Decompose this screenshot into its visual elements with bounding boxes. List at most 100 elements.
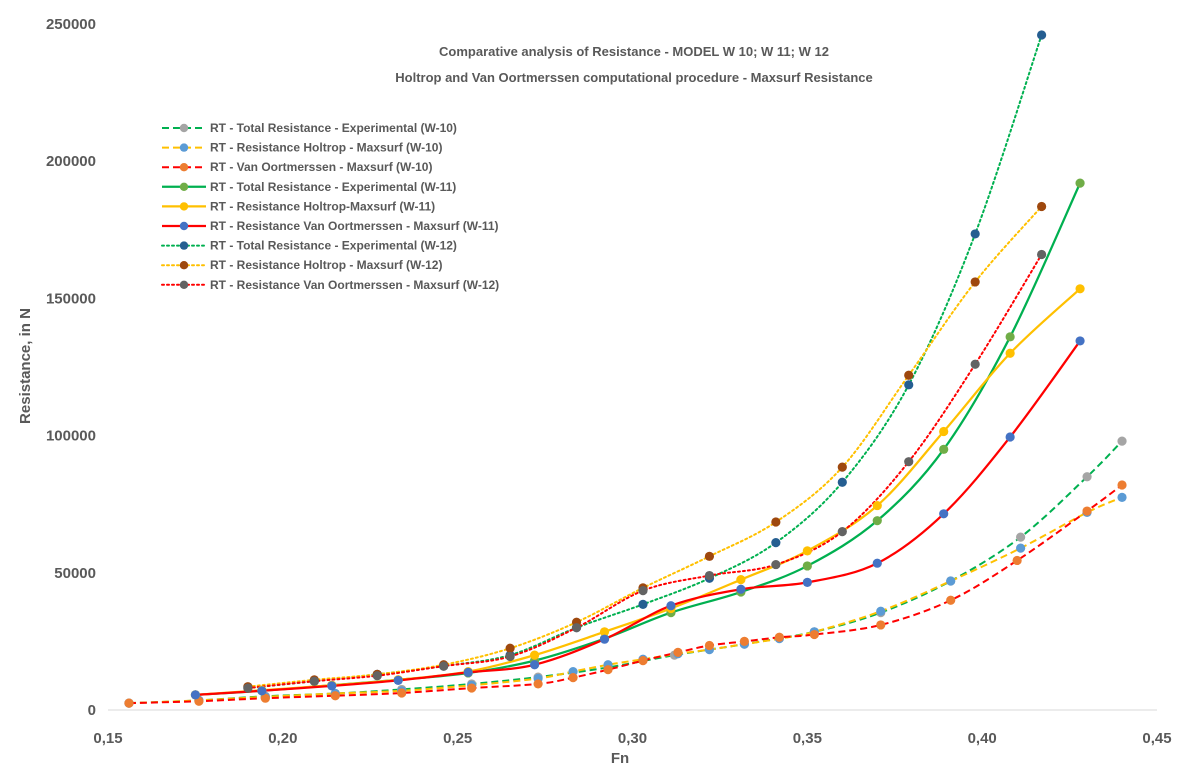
data-point [1037, 201, 1047, 212]
data-point [372, 671, 382, 681]
data-point [736, 575, 746, 585]
data-point [1012, 555, 1022, 566]
data-point [1005, 432, 1015, 442]
x-tick-label: 0,45 [1142, 730, 1171, 747]
data-point [505, 651, 515, 662]
legend-entry: RT - Resistance Holtrop-Maxsurf (W-11) [162, 199, 435, 213]
data-point [397, 688, 407, 698]
data-point [1117, 480, 1127, 490]
data-point [1082, 472, 1092, 482]
data-point [774, 632, 784, 642]
legend-marker [179, 221, 189, 231]
legend: RT - Total Resistance - Experimental (W-… [161, 121, 499, 292]
legend-label: RT - Total Resistance - Experimental (W-… [210, 180, 456, 194]
data-point [1075, 336, 1085, 346]
x-tick-label: 0,35 [793, 730, 822, 747]
x-tick-label: 0,15 [93, 730, 122, 747]
data-point [599, 634, 610, 644]
data-point [1117, 436, 1127, 446]
series-line-8 [246, 205, 1043, 688]
data-point [802, 546, 812, 556]
chart-title: Comparative analysis of Resistance - MOD… [439, 44, 829, 59]
legend-marker [179, 123, 189, 133]
y-tick-label: 250000 [46, 16, 96, 33]
data-point [190, 690, 201, 700]
data-point [802, 577, 812, 588]
data-point [736, 584, 746, 594]
data-point [1037, 30, 1047, 40]
data-point [837, 462, 847, 472]
data-point [939, 444, 949, 454]
data-point [505, 643, 515, 653]
data-point [529, 660, 540, 670]
legend-label: RT - Total Resistance - Experimental (W-… [210, 239, 457, 253]
data-point [946, 576, 956, 586]
data-point [603, 665, 613, 675]
data-point [599, 627, 610, 637]
data-point [260, 693, 270, 703]
legend-marker [179, 202, 189, 211]
legend-entry: RT - Resistance Van Oortmerssen - Maxsur… [162, 219, 499, 233]
chart-subtitle: Holtrop and Van Oortmerssen computationa… [395, 70, 873, 85]
legend-entry: RT - Van Oortmerssen - Maxsurf (W-10) [162, 160, 432, 174]
y-tick-label: 100000 [46, 428, 96, 445]
series-markers [124, 30, 1127, 708]
legend-marker [179, 182, 189, 191]
x-tick-label: 0,40 [968, 730, 997, 747]
data-point [529, 650, 540, 660]
legend-marker [179, 280, 189, 289]
data-point [771, 517, 781, 527]
data-point [771, 538, 781, 548]
legend-entry: RT - Resistance Holtrop - Maxsurf (W-12) [161, 258, 442, 272]
x-axis-ticks: 0,15 0,20 0,25 0,30 0,35 0,40 0,45 [93, 730, 1171, 747]
x-tick-label: 0,30 [618, 730, 647, 747]
data-point [837, 477, 847, 487]
data-point [1075, 178, 1085, 188]
legend-marker [179, 143, 189, 152]
data-point [1082, 506, 1092, 516]
data-point [1005, 332, 1015, 342]
y-tick-label: 0 [88, 702, 96, 719]
legend-marker [179, 261, 189, 270]
data-point [1037, 249, 1047, 260]
data-point [739, 636, 749, 647]
legend-entry: RT - Resistance Holtrop - Maxsurf (W-10) [162, 141, 442, 155]
data-point [666, 601, 676, 611]
data-point [802, 561, 812, 571]
data-point [704, 551, 715, 561]
data-point [872, 558, 882, 568]
legend-entry: RT - Total Resistance - Experimental (W-… [161, 239, 457, 253]
data-point [704, 640, 715, 651]
data-point [533, 679, 543, 689]
data-point [1016, 532, 1026, 542]
data-point [638, 586, 648, 596]
series-line-3 [128, 484, 1123, 705]
y-axis-title: Resistance, in N [17, 308, 34, 424]
data-point [904, 370, 914, 380]
legend-label: RT - Resistance Van Oortmerssen - Maxsur… [210, 219, 499, 233]
data-point [439, 661, 449, 671]
data-point [872, 516, 882, 526]
data-point [568, 673, 578, 683]
y-tick-label: 150000 [46, 290, 96, 307]
legend-entry: RT - Total Resistance - Experimental (W-… [162, 180, 456, 194]
y-axis-ticks: 0 50000 100000 150000 200000 250000 [46, 16, 96, 719]
legend-label: RT - Total Resistance - Experimental (W-… [210, 121, 457, 135]
legend-label: RT - Van Oortmerssen - Maxsurf (W-10) [210, 160, 432, 174]
legend-label: RT - Resistance Holtrop-Maxsurf (W-11) [210, 199, 435, 213]
data-point [876, 620, 886, 630]
data-point [638, 599, 648, 609]
data-point [939, 509, 949, 519]
data-point [1075, 284, 1085, 294]
data-point [872, 500, 882, 511]
x-tick-label: 0,25 [443, 730, 472, 747]
data-point [243, 683, 253, 693]
y-tick-label: 200000 [46, 153, 96, 170]
data-point [463, 667, 473, 678]
legend-entry: RT - Resistance Van Oortmerssen - Maxsur… [161, 278, 499, 292]
data-point [638, 656, 648, 666]
x-tick-label: 0,20 [268, 730, 297, 747]
data-point [393, 675, 403, 685]
